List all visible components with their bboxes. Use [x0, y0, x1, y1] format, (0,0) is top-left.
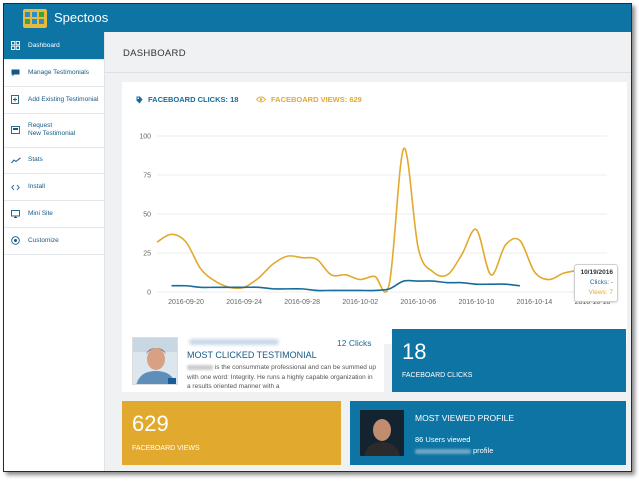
sidebar-item-label: Customize [28, 236, 59, 244]
most-viewed-profile-card[interactable]: MOST VIEWED PROFILE 86 Users viewed prof… [350, 401, 626, 465]
faceboard-clicks-stat: FACEBOARD CLICKS: 18 [136, 95, 238, 104]
main-content: DASHBOARD FACEBOARD CLICKS: 18 FACEBOARD… [105, 32, 631, 471]
monitor-icon [11, 210, 23, 219]
faceboard-clicks-tile[interactable]: 18 FACEBOARD CLICKS [392, 329, 626, 392]
sidebar-item-customize[interactable]: Customize [4, 228, 104, 255]
sidebar-item-mini-site[interactable]: Mini Site [4, 201, 104, 228]
sidebar-item-install[interactable]: Install [4, 174, 104, 202]
sidebar-item-label: Install [28, 183, 45, 191]
sidebar-item-label: Stats [28, 156, 43, 164]
app-name[interactable]: Spectoos [54, 10, 109, 25]
most-viewed-profile-line: profile [415, 446, 493, 455]
most-viewed-users: 86 Users viewed [415, 435, 471, 444]
stats-chart-card: FACEBOARD CLICKS: 18 FACEBOARD VIEWS: 62… [122, 82, 627, 344]
x-tick-label: 2016-10-14 [517, 299, 553, 306]
tooltip-date: 10/19/2016 [580, 269, 613, 276]
profile-suffix: profile [473, 446, 494, 455]
sidebar-item-label: Add Existing Testimonial [28, 95, 99, 103]
eye-icon [256, 96, 266, 103]
faceboard-views-label: FACEBOARD VIEWS [132, 445, 200, 452]
redacted-profile-name [415, 448, 471, 454]
sidebar-item-label: Dashboard [28, 41, 60, 49]
tooltip-clicks: Clicks: - [589, 279, 613, 286]
settings-circle-icon [11, 236, 23, 246]
y-tick-label: 0 [147, 290, 151, 297]
request-icon [11, 126, 23, 135]
faceboard-views-tile[interactable]: 629 FACEBOARD VIEWS [122, 401, 341, 465]
y-tick-label: 50 [143, 212, 151, 219]
document-add-icon [11, 95, 23, 105]
x-tick-label: 2016-09-24 [226, 299, 262, 306]
x-tick-label: 2016-10-18 [575, 299, 611, 306]
redacted-name [187, 364, 213, 370]
sidebar-item-manage-testimonials[interactable]: Manage Testimonials [4, 60, 104, 87]
y-tick-label: 100 [139, 134, 151, 141]
app-window: Spectoos Dashboard Manage Testimonials A… [3, 3, 632, 472]
x-tick-label: 2016-09-20 [168, 299, 204, 306]
dashboard-grid-icon [11, 41, 23, 50]
clicks-series-line [171, 279, 520, 292]
x-tick-label: 2016-10-06 [400, 299, 436, 306]
sidebar-item-stats[interactable]: Stats [4, 148, 104, 175]
line-chart: 0 25 50 75 100 2016-09-20 2016-09-24 2016-09-28… [139, 134, 611, 306]
sidebar-item-add-existing-testimonial[interactable]: Add Existing Testimonial [4, 87, 104, 114]
divider [105, 72, 631, 73]
clicks-stat-label: FACEBOARD CLICKS: 18 [148, 95, 239, 104]
chart-tooltip: 10/19/2016 Clicks: - Views: 7 [574, 264, 618, 302]
y-tick-label: 75 [143, 173, 151, 180]
most-clicked-testimonial-card[interactable]: 12 Clicks MOST CLICKED TESTIMONIAL is th… [122, 329, 384, 392]
y-tick-label: 25 [143, 251, 151, 258]
code-icon [11, 184, 23, 191]
testimonial-clicks-count: 12 Clicks [337, 338, 372, 348]
spectoos-logo-icon[interactable] [23, 9, 47, 28]
faceboard-clicks-label: FACEBOARD CLICKS [402, 372, 473, 379]
sidebar-item-label: Mini Site [28, 210, 53, 218]
top-bar: Spectoos [4, 4, 631, 32]
x-tick-label: 2016-10-10 [458, 299, 494, 306]
testimonial-text: is the consummate professional and can b… [187, 364, 376, 390]
tooltip-views: Views: 7 [588, 289, 613, 296]
testimonial-author-name [189, 339, 279, 345]
testimonial-title: MOST CLICKED TESTIMONIAL [187, 350, 317, 360]
profile-avatar [360, 410, 404, 456]
x-tick-label: 2016-09-28 [284, 299, 320, 306]
sidebar: Dashboard Manage Testimonials Add Existi… [4, 32, 105, 471]
views-series-line [156, 147, 579, 293]
sidebar-item-label: Request New Testimonial [28, 122, 76, 138]
most-viewed-title: MOST VIEWED PROFILE [415, 413, 515, 423]
x-tick-label: 2016-10-02 [342, 299, 378, 306]
faceboard-views-stat: FACEBOARD VIEWS: 629 [256, 95, 362, 104]
page-title: DASHBOARD [123, 48, 186, 59]
tag-icon [136, 96, 143, 103]
sidebar-item-dashboard[interactable]: Dashboard [4, 32, 104, 60]
testimonial-excerpt: is the consummate professional and can b… [187, 363, 377, 392]
faceboard-clicks-value: 18 [402, 339, 427, 364]
views-stat-label: FACEBOARD VIEWS: 629 [271, 95, 362, 104]
faceboard-views-value: 629 [132, 411, 169, 436]
testimonial-avatar [132, 337, 178, 385]
stats-icon [11, 157, 23, 164]
comment-icon [11, 69, 23, 77]
sidebar-item-request-new-testimonial[interactable]: Request New Testimonial [4, 114, 104, 148]
sidebar-item-label: Manage Testimonials [28, 68, 89, 76]
